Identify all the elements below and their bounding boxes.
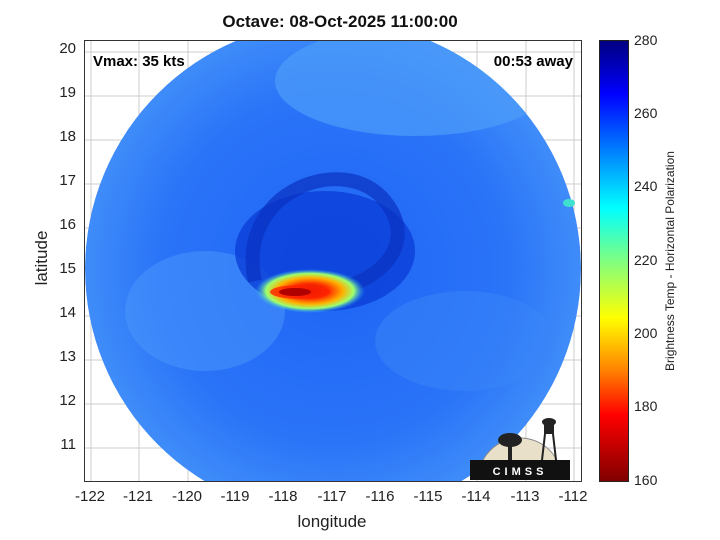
map-title: Octave: 08-Oct-2025 11:00:00 <box>222 12 458 31</box>
y-tick: 17 <box>59 172 76 189</box>
x-tick: -120 <box>171 488 203 505</box>
colorbar-tick: 240 <box>634 178 658 194</box>
brightness-temp-image <box>85 41 581 481</box>
colorbar-tick: 260 <box>634 105 658 121</box>
x-tick: -117 <box>317 488 347 505</box>
y-tick: 18 <box>59 128 76 145</box>
colorbar-tick: 220 <box>634 252 658 268</box>
x-tick: -119 <box>220 488 250 505</box>
y-tick: 16 <box>59 216 76 233</box>
colorbar-tick: 160 <box>634 472 658 488</box>
cimss-logo: CIMSS <box>470 418 570 480</box>
colorbar-tick: 200 <box>634 325 658 341</box>
map-plot-area: Vmax: 35 kts 00:53 away <box>84 40 582 482</box>
x-tick: -114 <box>461 488 491 505</box>
x-tick: -116 <box>365 488 395 505</box>
x-tick: -113 <box>510 488 540 505</box>
logo-text: CIMSS <box>493 466 548 478</box>
y-tick: 13 <box>59 348 76 365</box>
x-tick: -121 <box>122 488 154 505</box>
y-tick: 20 <box>59 40 76 57</box>
x-tick: -112 <box>558 488 588 505</box>
y-tick: 14 <box>59 304 76 321</box>
x-axis-label: longitude <box>297 512 367 531</box>
y-tick: 12 <box>59 392 76 409</box>
x-tick: -118 <box>268 488 298 505</box>
time-away-label: 00:53 away <box>493 53 573 70</box>
colorbar-tick: 280 <box>634 32 658 48</box>
x-tick: -122 <box>74 488 106 505</box>
colorbar-label: Brightness Temp - Horizontal Polarizatio… <box>663 151 677 371</box>
x-tick: -115 <box>413 488 443 505</box>
y-tick: 11 <box>60 436 76 453</box>
vmax-label: Vmax: 35 kts <box>93 53 185 70</box>
y-tick: 15 <box>59 260 76 277</box>
colorbar-tick: 180 <box>634 398 658 414</box>
colorbar <box>599 40 629 482</box>
y-tick: 19 <box>59 84 76 101</box>
y-axis-label: latitude <box>32 230 51 286</box>
